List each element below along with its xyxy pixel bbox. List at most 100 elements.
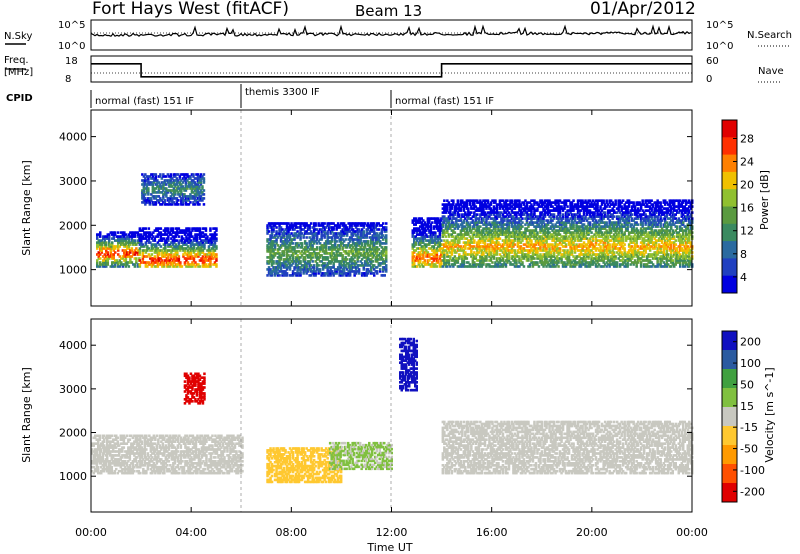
power-cell — [458, 233, 461, 236]
power-cell — [521, 207, 524, 210]
power-cell — [270, 250, 274, 253]
power-cell — [161, 263, 164, 266]
power-cell — [117, 247, 120, 250]
power-cell — [281, 262, 284, 265]
power-cell — [103, 247, 106, 250]
power-cell — [494, 233, 497, 236]
power-cell — [485, 205, 488, 208]
power-cell — [297, 226, 301, 229]
power-cell — [183, 199, 186, 202]
power-cell — [471, 225, 475, 228]
power-cell — [491, 261, 494, 264]
power-cell — [506, 227, 509, 230]
power-cell — [441, 223, 445, 226]
power-cell — [344, 264, 347, 267]
power-cell — [191, 261, 194, 264]
power-cell — [440, 265, 443, 268]
power-cell — [482, 253, 485, 256]
power-cell — [156, 255, 160, 258]
power-cell — [293, 250, 296, 253]
power-cell — [474, 221, 478, 224]
power-cell — [417, 233, 420, 236]
power-cell — [416, 259, 419, 262]
power-cell — [174, 203, 177, 206]
power-cell — [569, 261, 572, 264]
power-cell — [278, 230, 281, 233]
power-cell — [273, 236, 277, 239]
power-cell — [164, 259, 167, 262]
power-cell — [321, 234, 325, 237]
power-cell — [356, 236, 359, 239]
power-cell — [376, 248, 379, 251]
power-cell — [429, 265, 433, 268]
power-cell — [528, 215, 532, 218]
power-cell — [438, 225, 442, 228]
power-cell — [138, 265, 142, 268]
power-cell — [121, 255, 125, 258]
power-cell — [470, 199, 473, 202]
power-cell — [284, 228, 287, 231]
power-cell — [489, 229, 493, 232]
power-cell — [489, 251, 493, 254]
power-cell — [150, 233, 154, 236]
power-cell — [332, 234, 335, 237]
power-cell — [530, 249, 533, 252]
power-cell — [540, 211, 544, 214]
power-cell — [500, 217, 503, 220]
power-cell — [507, 239, 511, 242]
power-cell — [539, 247, 542, 250]
power-cell — [528, 221, 532, 224]
power-cell — [473, 241, 476, 244]
power-cell — [464, 233, 467, 236]
power-cell — [147, 263, 151, 266]
power-cell — [524, 223, 527, 226]
power-cell — [528, 243, 532, 246]
power-cell — [525, 229, 529, 232]
power-cell — [202, 177, 206, 180]
power-cell — [162, 173, 165, 176]
power-cell — [525, 241, 529, 244]
power-cell — [447, 233, 451, 236]
power-cell — [563, 225, 566, 228]
power-cell — [344, 232, 347, 235]
power-cell — [555, 247, 559, 250]
power-cell — [285, 256, 289, 259]
power-cell — [287, 254, 290, 257]
power-cell — [554, 225, 557, 228]
power-cell — [135, 231, 138, 234]
power-cell — [146, 245, 149, 248]
power-cell — [150, 249, 154, 252]
power-cell — [174, 255, 178, 258]
power-cell — [291, 270, 295, 273]
power-cell — [549, 221, 553, 224]
power-cell — [111, 253, 114, 256]
power-cell — [413, 239, 416, 242]
power-cell — [515, 221, 518, 224]
power-cell — [450, 207, 454, 210]
power-cell — [189, 177, 192, 180]
power-cell — [144, 241, 148, 244]
power-cell — [142, 181, 146, 184]
power-cell — [518, 217, 521, 220]
power-cell — [173, 231, 176, 234]
power-cell — [371, 230, 374, 233]
power-cell — [302, 260, 305, 263]
power-cell — [440, 253, 443, 256]
power-cell — [492, 207, 496, 210]
power-cell — [443, 263, 446, 266]
power-cell — [333, 248, 337, 251]
power-cell — [503, 227, 506, 230]
power-cell — [192, 203, 195, 206]
power-cell — [350, 262, 353, 265]
power-cell — [537, 215, 541, 218]
power-cell — [341, 256, 344, 259]
power-cell — [183, 241, 187, 244]
power-cell — [483, 243, 487, 246]
power-cell — [458, 219, 461, 222]
power-cell — [516, 211, 520, 214]
power-cell — [507, 229, 511, 232]
power-cell — [156, 253, 160, 256]
power-cell — [572, 199, 575, 202]
power-cell — [133, 253, 137, 256]
power-cell — [357, 242, 361, 245]
